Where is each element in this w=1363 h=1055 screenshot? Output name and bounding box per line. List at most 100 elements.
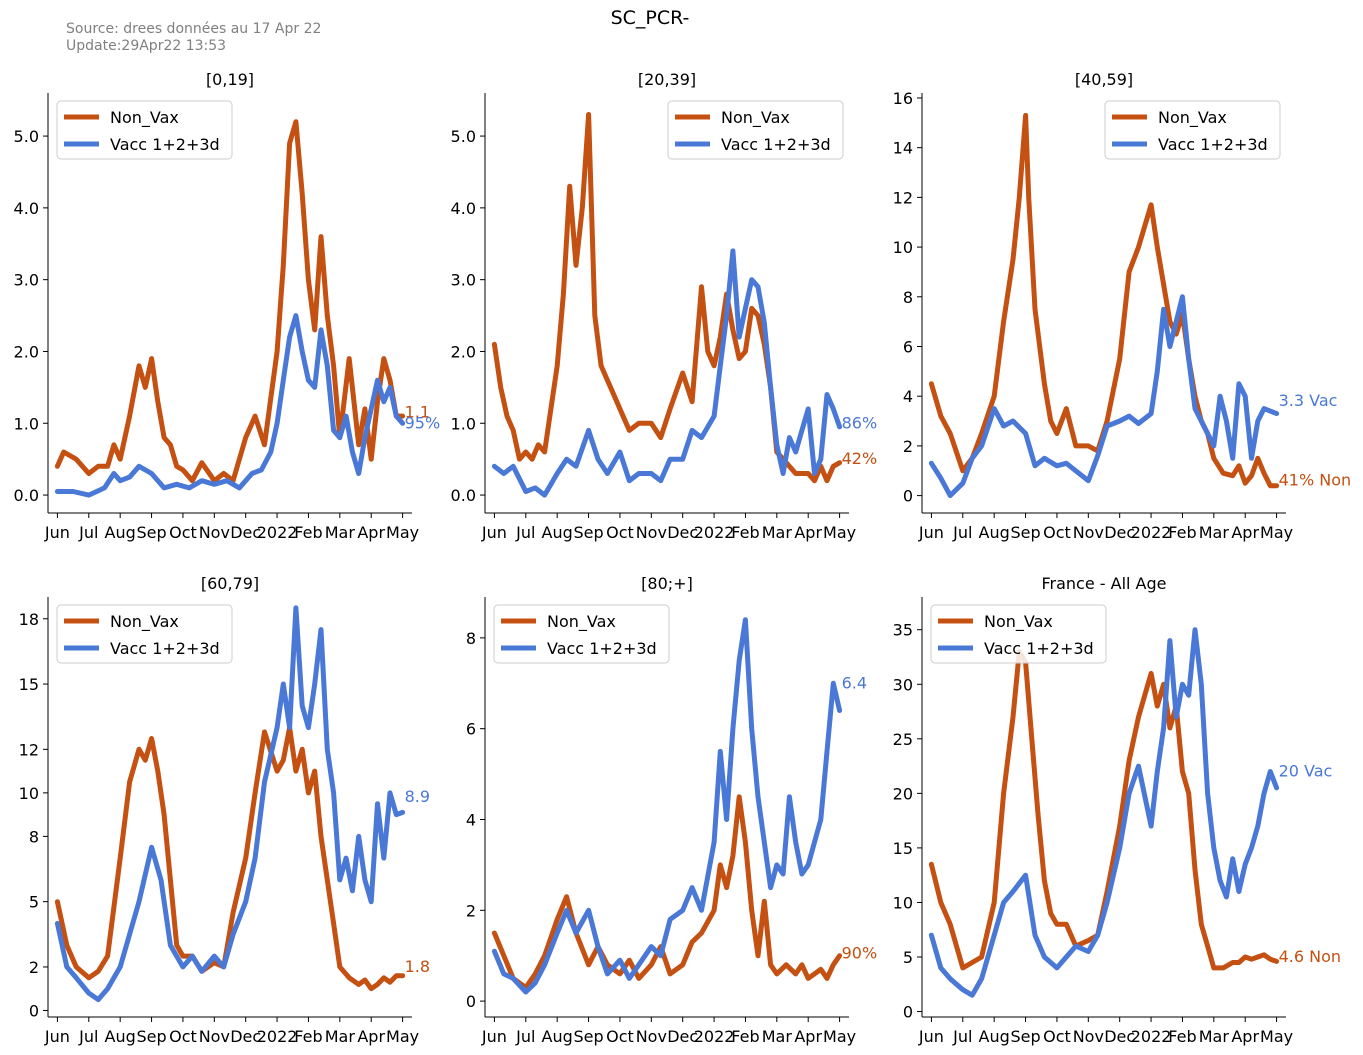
- x-tick-label: Sep: [573, 1027, 603, 1046]
- x-tick-label: 2022: [1131, 523, 1172, 542]
- series-line-non-vax: [491, 112, 843, 484]
- end-label-vacc: 8.9: [405, 787, 430, 806]
- x-tick-label: 2022: [694, 523, 735, 542]
- x-tick-label: Aug: [542, 523, 573, 542]
- y-tick-label: 0: [466, 992, 476, 1011]
- panel-title: France - All Age: [1041, 574, 1166, 593]
- x-tick-label: Oct: [169, 523, 197, 542]
- x-tick-label: Apr: [794, 523, 822, 542]
- x-tick-label: Nov: [1073, 523, 1104, 542]
- x-tick-label: Oct: [1043, 1027, 1071, 1046]
- x-tick-label: Mar: [762, 523, 793, 542]
- y-tick-label: 10: [893, 893, 913, 912]
- x-tick-label: Feb: [1168, 523, 1196, 542]
- y-tick-label: 2: [466, 901, 476, 920]
- y-tick-label: 2: [903, 437, 913, 456]
- x-tick-label: Nov: [199, 523, 230, 542]
- legend-label-vacc: Vacc 1+2+3d: [1158, 135, 1268, 154]
- x-tick-label: 2022: [694, 1027, 735, 1046]
- legend-label-vacc: Vacc 1+2+3d: [110, 135, 220, 154]
- x-tick-label: Jul: [515, 1027, 535, 1046]
- x-tick-label: Dec: [1104, 1027, 1135, 1046]
- x-tick-label: Sep: [1010, 1027, 1040, 1046]
- update-line: Update:29Apr22 13:53: [66, 38, 227, 54]
- x-tick-label: Nov: [199, 1027, 230, 1046]
- x-tick-label: May: [823, 523, 856, 542]
- x-tick-label: Aug: [542, 1027, 573, 1046]
- y-tick-label: 6: [903, 337, 913, 356]
- x-tick-label: Jun: [44, 523, 70, 542]
- y-tick-label: 16: [893, 89, 913, 108]
- series-line-non-vax: [928, 649, 1280, 971]
- y-tick-label: 12: [19, 740, 39, 759]
- legend-box: [667, 100, 844, 160]
- panel-title: [40,59]: [1075, 70, 1133, 89]
- x-tick-label: Jul: [78, 1027, 98, 1046]
- x-tick-label: Jun: [918, 523, 944, 542]
- y-tick-label: 5: [29, 893, 39, 912]
- series-line-non-vax: [54, 725, 406, 992]
- series-line-non-vax: [928, 112, 1280, 489]
- y-tick-label: 14: [893, 139, 913, 158]
- x-tick-label: 2022: [257, 1027, 298, 1046]
- y-tick-label: 4.0: [451, 199, 476, 218]
- x-tick-label: Sep: [573, 523, 603, 542]
- end-label-vacc: 20 Vac: [1279, 762, 1333, 781]
- series-line-vacc: [491, 248, 843, 498]
- figure-title: SC_PCR-: [610, 7, 690, 29]
- x-tick-label: Dec: [230, 1027, 261, 1046]
- y-tick-label: 6: [466, 720, 476, 739]
- x-tick-label: Feb: [731, 1027, 759, 1046]
- x-tick-label: Oct: [1043, 523, 1071, 542]
- y-tick-label: 2.0: [14, 342, 39, 361]
- x-tick-label: Sep: [1010, 523, 1040, 542]
- x-tick-label: Jul: [515, 523, 535, 542]
- y-tick-label: 8: [466, 629, 476, 648]
- y-tick-label: 8: [29, 827, 39, 846]
- y-tick-label: 2.0: [451, 342, 476, 361]
- y-tick-label: 30: [893, 675, 913, 694]
- x-tick-label: Dec: [667, 1027, 698, 1046]
- x-tick-label: May: [823, 1027, 856, 1046]
- source-line: Source: drees données au 17 Apr 22: [66, 21, 322, 37]
- y-tick-label: 5.0: [451, 127, 476, 146]
- y-tick-label: 3.0: [451, 271, 476, 290]
- series-line-vacc: [928, 627, 1280, 998]
- y-tick-label: 1.0: [14, 414, 39, 433]
- x-tick-label: Jun: [481, 523, 507, 542]
- x-tick-label: Oct: [606, 523, 634, 542]
- end-label-non-vax: 90%: [842, 943, 878, 962]
- x-tick-label: May: [1260, 523, 1293, 542]
- end-label-vacc: 6.4: [842, 673, 867, 692]
- legend-label-non-vax: Non_Vax: [1158, 108, 1227, 128]
- x-tick-label: Mar: [1199, 523, 1230, 542]
- legend-label-non-vax: Non_Vax: [110, 612, 179, 632]
- x-tick-label: May: [386, 1027, 419, 1046]
- y-tick-label: 10: [893, 238, 913, 257]
- x-tick-label: Jun: [918, 1027, 944, 1046]
- x-tick-label: Mar: [1199, 1027, 1230, 1046]
- x-tick-label: Nov: [636, 1027, 667, 1046]
- x-tick-label: Apr: [357, 1027, 385, 1046]
- y-tick-label: 18: [19, 610, 39, 629]
- y-tick-label: 0: [903, 487, 913, 506]
- legend-label-vacc: Vacc 1+2+3d: [547, 639, 657, 658]
- x-tick-label: Aug: [105, 523, 136, 542]
- end-label-non-vax: 1.8: [405, 957, 430, 976]
- x-tick-label: May: [386, 523, 419, 542]
- end-label-non-vax: 41% Non: [1279, 471, 1352, 490]
- x-tick-label: 2022: [257, 523, 298, 542]
- chart-panel-60-79: [60,79] 0 2 5 8 10 12 15 18 Jun Jul Aug Sep Oct Nov Dec…: [19, 574, 430, 1046]
- y-tick-label: 4: [903, 387, 913, 406]
- x-tick-label: Mar: [325, 523, 356, 542]
- x-tick-label: Mar: [762, 1027, 793, 1046]
- legend-box: [930, 604, 1107, 664]
- y-tick-label: 3.0: [14, 271, 39, 290]
- x-tick-label: Dec: [230, 523, 261, 542]
- x-tick-label: Jul: [952, 1027, 972, 1046]
- end-label-vacc: 86%: [842, 413, 878, 432]
- y-tick-label: 2: [29, 958, 39, 977]
- series-line-non-vax: [491, 794, 843, 990]
- x-tick-label: Aug: [979, 1027, 1010, 1046]
